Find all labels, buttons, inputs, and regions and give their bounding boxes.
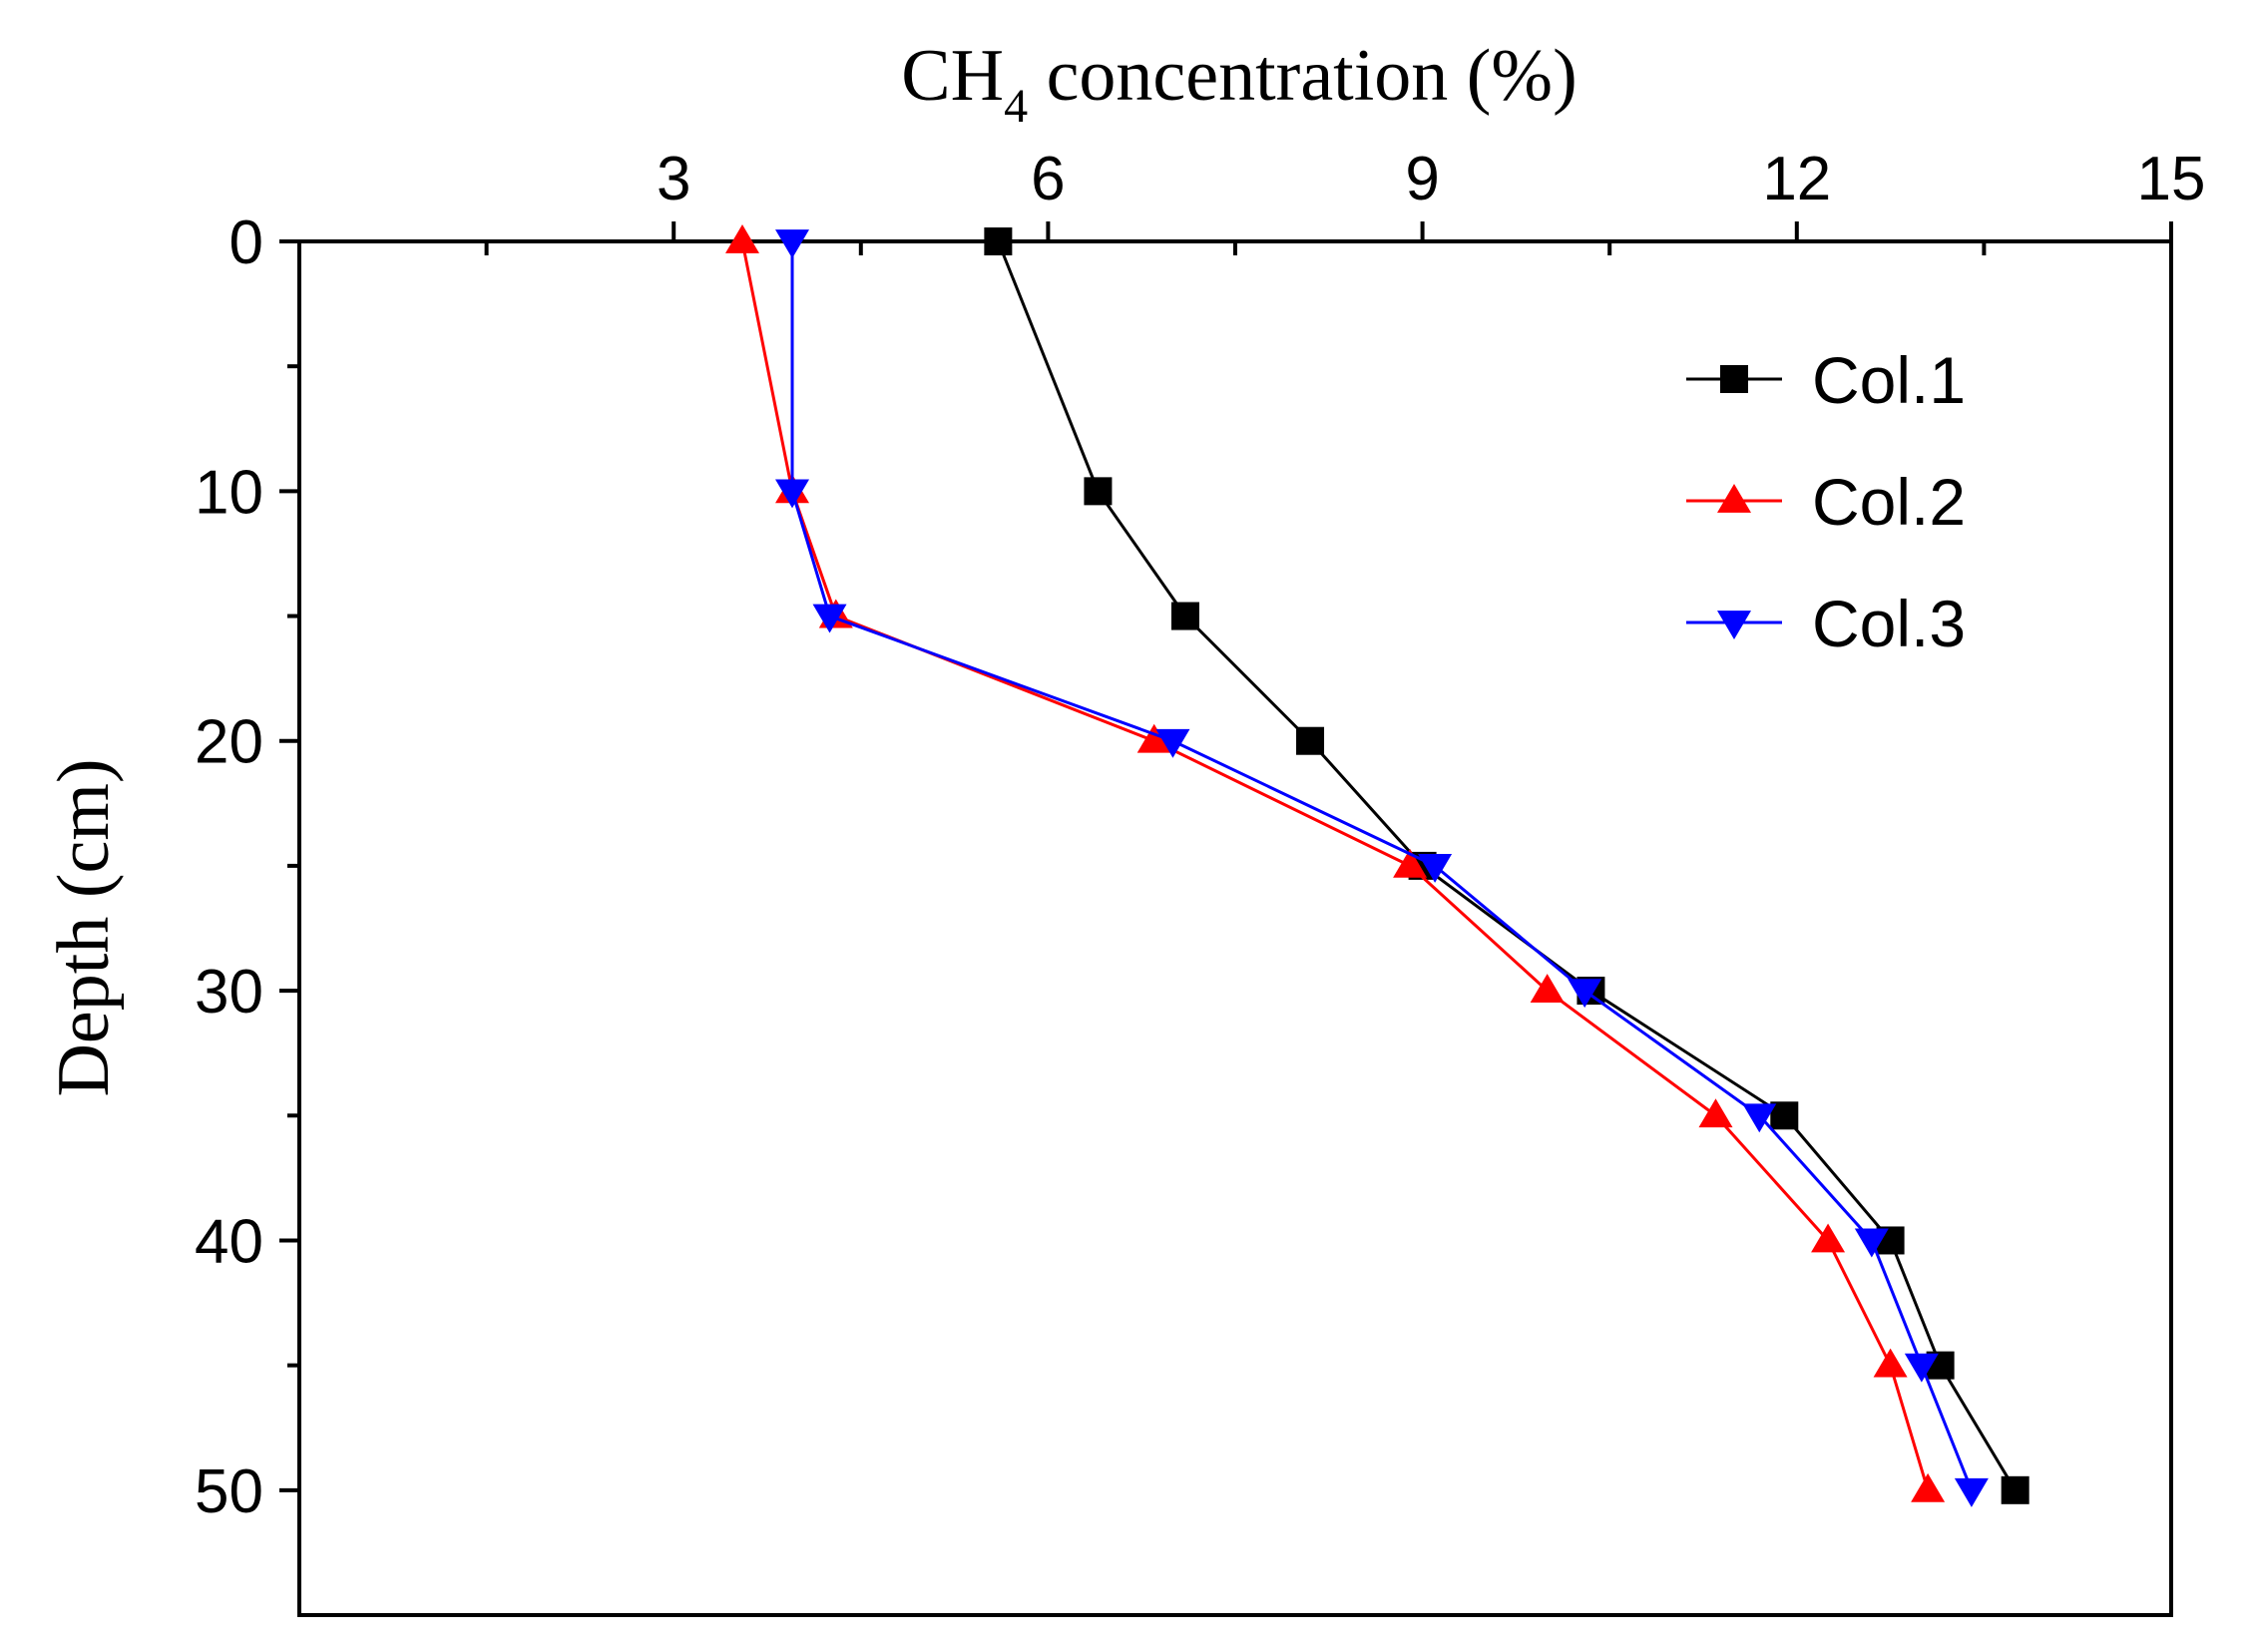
data-point [1136, 723, 1171, 753]
legend-marker [1717, 611, 1751, 639]
data-point [1155, 728, 1190, 758]
series-line [740, 240, 1930, 1491]
series-line [996, 240, 2017, 1491]
legend-item-col-1: Col.1 [1686, 343, 1966, 417]
series-col-3 [775, 229, 1989, 1507]
x-axis-title-rest: concentration (%) [1028, 35, 1577, 117]
data-point [812, 604, 847, 633]
data-point [775, 479, 810, 509]
data-point [2001, 1475, 2029, 1504]
data-point [1811, 1223, 1846, 1253]
legend: Col.1 Col.2 Col.3 [1686, 343, 1966, 660]
data-point [1873, 1348, 1908, 1378]
y-tick-label: 10 [195, 458, 263, 527]
data-point [1770, 1101, 1799, 1130]
legend-item-col-2: Col.2 [1686, 465, 1966, 539]
x-tick-label: 6 [1031, 145, 1065, 213]
data-point [984, 227, 1013, 255]
data-point [1530, 974, 1565, 1003]
data-point [1170, 602, 1199, 630]
x-tick-label: 3 [657, 145, 690, 213]
legend-label: Col.1 [1812, 343, 1966, 417]
legend-marker [1720, 365, 1748, 393]
y-tick-label: 20 [195, 708, 263, 777]
series-col-2 [724, 224, 1946, 1502]
x-tick-label: 9 [1405, 145, 1439, 213]
data-point [1698, 1098, 1733, 1128]
data-point [1911, 1472, 1946, 1502]
x-tick-label: 12 [1762, 145, 1831, 213]
y-tick-label: 30 [195, 958, 263, 1027]
data-point [1084, 477, 1113, 506]
data-point [724, 224, 759, 253]
legend-marker [1717, 484, 1751, 513]
plot-frame [297, 239, 2173, 1617]
y-axis-title: Depth (cm) [43, 758, 125, 1096]
series-line [790, 241, 1974, 1491]
data-point [1296, 726, 1325, 755]
y-tick-label: 40 [195, 1207, 263, 1276]
data-point [1954, 1477, 1989, 1507]
axis-ticks: 3 6 9 12 15 0 10 20 30 40 50 [195, 145, 2205, 1526]
data-point [1418, 854, 1453, 883]
x-tick-label: 15 [2137, 145, 2206, 213]
data-point [775, 229, 810, 258]
data-point [1854, 1228, 1889, 1258]
legend-label: Col.3 [1812, 587, 1966, 660]
y-tick-label: 0 [229, 208, 263, 277]
legend-label: Col.2 [1812, 465, 1966, 539]
data-point [1568, 979, 1602, 1009]
x-axis-title-subscript: 4 [1004, 80, 1028, 133]
legend-item-col-3: Col.3 [1686, 587, 1966, 660]
data-point [1393, 848, 1428, 878]
data-point [1742, 1103, 1777, 1133]
x-axis-title: CH4 concentration (%) [901, 35, 1576, 133]
y-tick-label: 50 [195, 1457, 263, 1526]
series-layer [724, 224, 2029, 1507]
series-col-1 [984, 227, 2029, 1504]
data-point [1904, 1353, 1939, 1383]
